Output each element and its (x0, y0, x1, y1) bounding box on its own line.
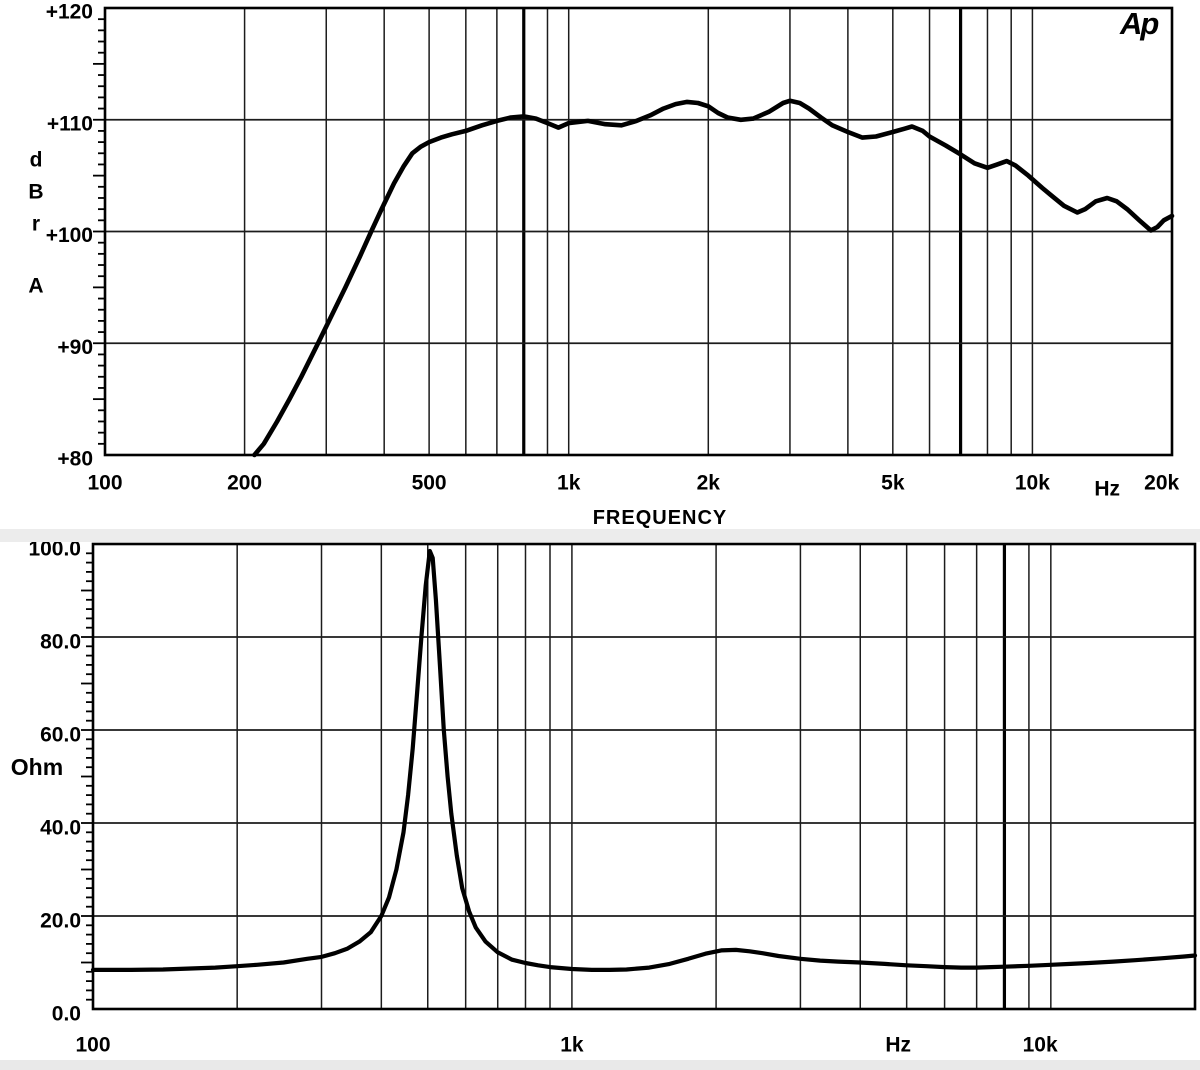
y-tick-label: +90 (57, 336, 93, 359)
impedance-curve (90, 548, 1198, 972)
x-tick-label: 1k (557, 472, 581, 495)
y-tick-label: 100.0 (28, 538, 81, 561)
y-tick-label: 40.0 (40, 817, 81, 840)
x-axis-unit-label: Hz (1094, 478, 1120, 501)
y-axis-title-letter: A (28, 275, 43, 298)
x-tick-label: 2k (697, 472, 721, 495)
plot-frame (91, 542, 1197, 1011)
x-tick-label: 5k (881, 472, 905, 495)
x-axis-title: FREQUENCY (593, 507, 728, 529)
x-tick-label: 100 (75, 1034, 110, 1057)
x-axis-unit-label: Hz (885, 1034, 911, 1057)
y-tick-label: +110 (47, 112, 93, 135)
y-axis-title-letter: r (32, 213, 40, 236)
y-tick-label: 20.0 (40, 910, 81, 933)
x-tick-label: 10k (1023, 1034, 1058, 1057)
y-tick-label: +120 (46, 1, 93, 24)
y-tick-label: +80 (57, 448, 93, 471)
x-tick-label: 200 (227, 472, 262, 495)
y-tick-label: 60.0 (40, 724, 81, 747)
x-tick-label: 1k (560, 1034, 584, 1057)
bottom-margin-band (0, 1060, 1200, 1070)
panel-divider-band (0, 529, 1200, 542)
y-tick-label: 80.0 (40, 631, 81, 654)
y-tick-label: 0.0 (52, 1003, 81, 1026)
audio-precision-logo: Ap (1120, 6, 1159, 41)
x-tick-label: 20k (1144, 472, 1179, 495)
x-tick-label: 10k (1015, 472, 1050, 495)
y-axis-title-letter: d (30, 149, 43, 172)
impedance-chart: 100.0 80.0 60.0 40.0 20.0 0.0 100 1k Hz 10k Ohm (11, 538, 1198, 1057)
frequency-response-curve (252, 98, 1175, 458)
x-tick-label: 100 (87, 472, 122, 495)
y-axis-title: Ohm (11, 754, 63, 780)
x-tick-label: 500 (412, 472, 447, 495)
y-axis-title-letter: B (28, 181, 43, 204)
y-tick-label: +100 (46, 224, 93, 247)
